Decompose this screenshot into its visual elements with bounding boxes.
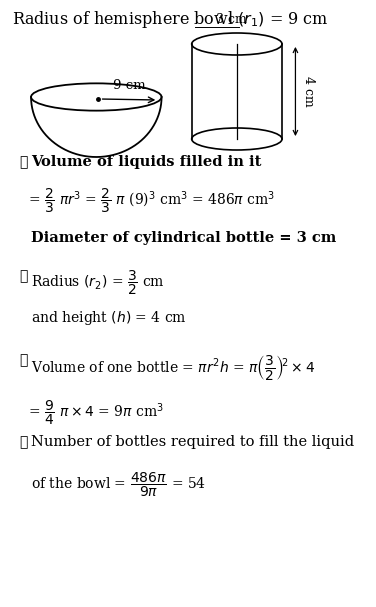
Text: ∴: ∴ <box>19 269 28 283</box>
Text: Number of bottles required to fill the liquid: Number of bottles required to fill the l… <box>31 435 354 449</box>
Text: Volume of one bottle = $\pi r^2h$ = $\pi\left(\dfrac{3}{2}\right)^{\!2} \times 4: Volume of one bottle = $\pi r^2h$ = $\pi… <box>31 353 315 382</box>
Text: 9 cm: 9 cm <box>114 79 146 92</box>
Text: ∴: ∴ <box>19 155 28 169</box>
Text: Radius of hemisphere bowl $(r_1)$ = 9 cm: Radius of hemisphere bowl $(r_1)$ = 9 cm <box>12 9 328 30</box>
Text: 3 cm: 3 cm <box>217 13 247 26</box>
Text: = $\dfrac{2}{3}$ $\pi r^3$ = $\dfrac{2}{3}$ $\pi$ (9)$^3$ cm$^3$ = 486$\pi$ cm$^: = $\dfrac{2}{3}$ $\pi r^3$ = $\dfrac{2}{… <box>28 187 275 215</box>
Text: of the bowl = $\dfrac{486\pi}{9\pi}$ = 54: of the bowl = $\dfrac{486\pi}{9\pi}$ = 5… <box>31 471 206 500</box>
Text: ∴: ∴ <box>19 435 28 449</box>
Text: Volume of liquids filled in it: Volume of liquids filled in it <box>31 155 261 169</box>
Text: Diameter of cylindrical bottle = 3 cm: Diameter of cylindrical bottle = 3 cm <box>31 231 336 245</box>
Text: Radius $(r_2)$ = $\dfrac{3}{2}$ cm: Radius $(r_2)$ = $\dfrac{3}{2}$ cm <box>31 269 165 297</box>
Text: 4 cm: 4 cm <box>302 76 315 107</box>
Text: and height $(h)$ = 4 cm: and height $(h)$ = 4 cm <box>31 309 187 327</box>
Text: = $\dfrac{9}{4}$ $\pi \times 4$ = 9$\pi$ cm$^3$: = $\dfrac{9}{4}$ $\pi \times 4$ = 9$\pi$… <box>28 399 164 427</box>
Text: ∴: ∴ <box>19 353 28 367</box>
